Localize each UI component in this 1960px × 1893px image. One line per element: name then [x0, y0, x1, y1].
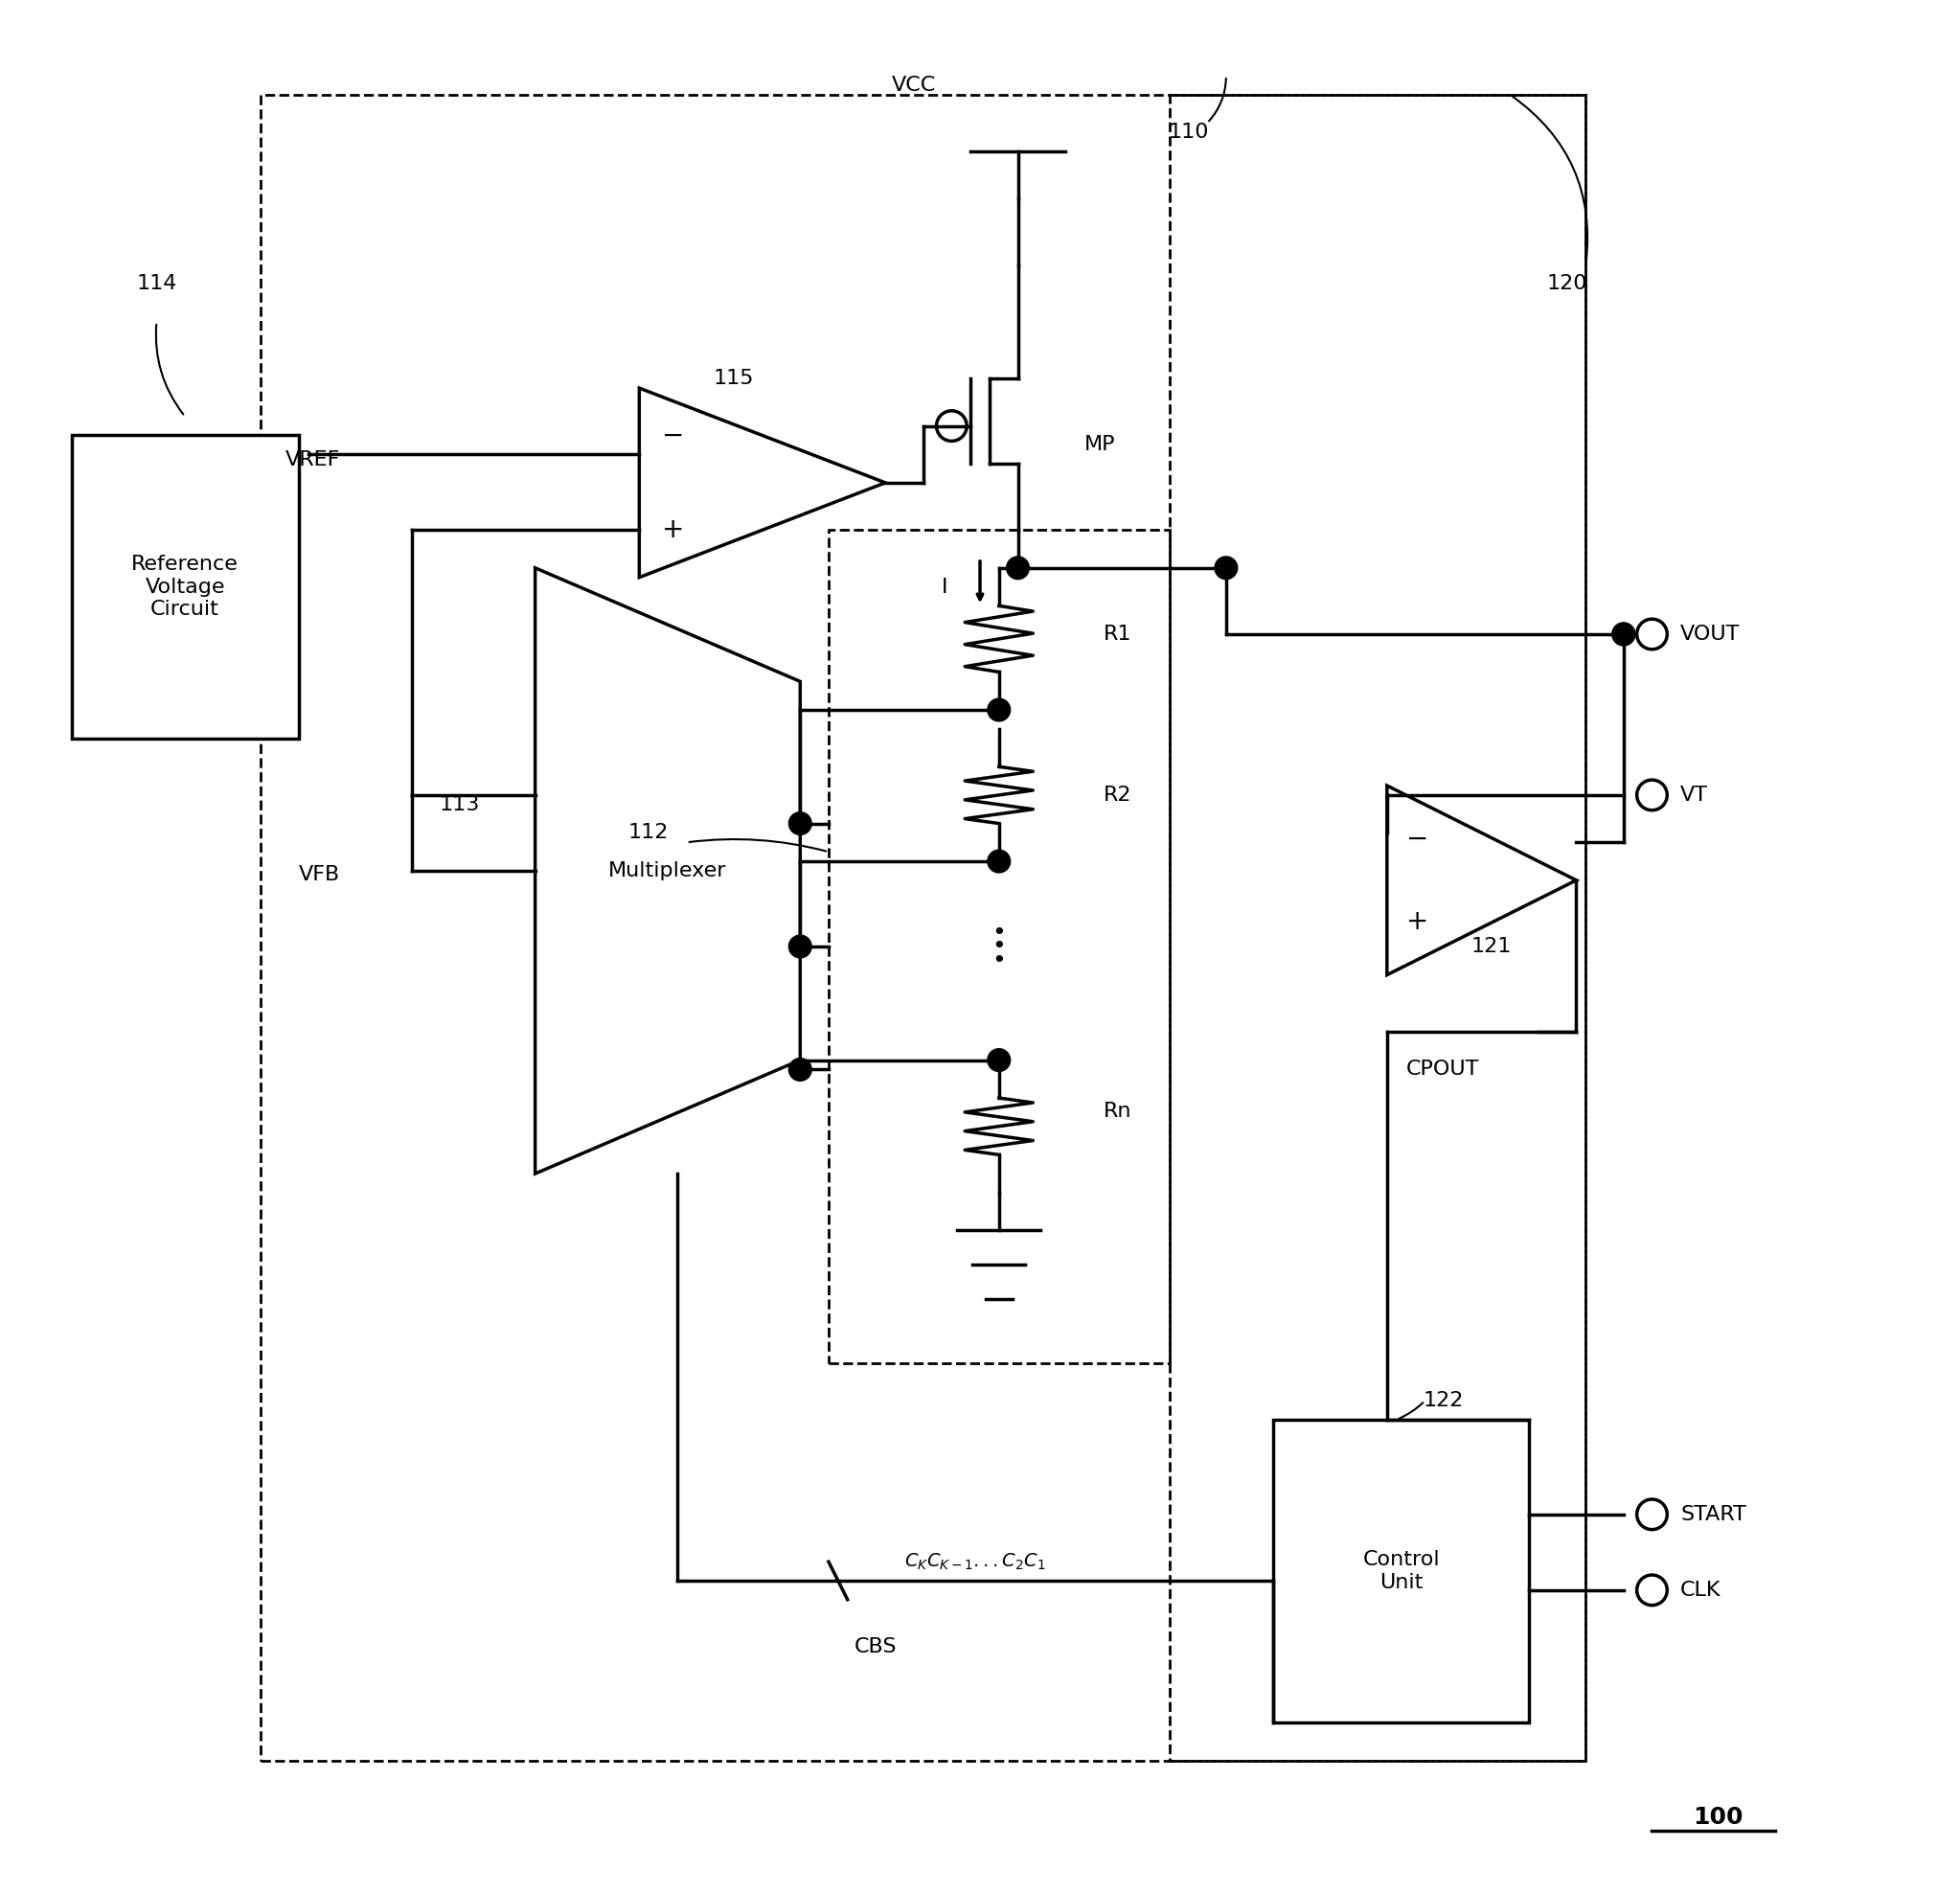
Text: 115: 115	[713, 369, 755, 388]
Bar	[1274, 1420, 1529, 1723]
Circle shape	[788, 935, 811, 958]
Text: 122: 122	[1423, 1391, 1464, 1410]
Text: Control
Unit: Control Unit	[1362, 1550, 1441, 1592]
Text: 120: 120	[1546, 274, 1588, 293]
Circle shape	[788, 1058, 811, 1081]
Text: START: START	[1680, 1505, 1746, 1524]
Circle shape	[1215, 557, 1237, 579]
Circle shape	[1007, 557, 1029, 579]
Text: −: −	[662, 422, 684, 449]
Text: $C_K C_{K-1}...C_2 C_1$: $C_K C_{K-1}...C_2 C_1$	[904, 1552, 1045, 1571]
Circle shape	[988, 850, 1009, 873]
Text: VFB: VFB	[298, 865, 341, 884]
Bar	[261, 95, 1586, 1760]
Text: Multiplexer: Multiplexer	[608, 861, 727, 880]
Text: CLK: CLK	[1680, 1581, 1721, 1600]
Text: R2: R2	[1103, 786, 1131, 805]
Bar	[1170, 95, 1586, 1760]
Circle shape	[788, 812, 811, 835]
Text: 121: 121	[1470, 937, 1511, 956]
Bar	[829, 530, 1170, 1363]
Bar	[71, 435, 298, 738]
Text: 100: 100	[1693, 1806, 1742, 1829]
Text: VT: VT	[1680, 786, 1709, 805]
Circle shape	[988, 699, 1009, 721]
Text: CBS: CBS	[855, 1637, 898, 1656]
Text: CPOUT: CPOUT	[1405, 1060, 1480, 1079]
Text: −: −	[1405, 825, 1429, 852]
Text: R1: R1	[1103, 625, 1131, 644]
Text: 114: 114	[137, 274, 176, 293]
Circle shape	[988, 1049, 1009, 1071]
Text: I: I	[941, 577, 949, 596]
Text: 110: 110	[1168, 123, 1209, 142]
Text: •
•
•: • • •	[992, 922, 1005, 971]
Text: +: +	[662, 517, 684, 543]
Text: VOUT: VOUT	[1680, 625, 1740, 644]
Circle shape	[1613, 623, 1635, 646]
Text: VREF: VREF	[286, 451, 341, 469]
Text: +: +	[1405, 909, 1429, 935]
Text: Rn: Rn	[1103, 1102, 1131, 1121]
Text: Reference
Voltage
Circuit: Reference Voltage Circuit	[131, 555, 239, 619]
Text: 112: 112	[629, 823, 668, 842]
Text: 113: 113	[439, 795, 480, 814]
Text: VCC: VCC	[892, 76, 937, 95]
Text: MP: MP	[1084, 435, 1115, 454]
Circle shape	[1613, 623, 1635, 646]
